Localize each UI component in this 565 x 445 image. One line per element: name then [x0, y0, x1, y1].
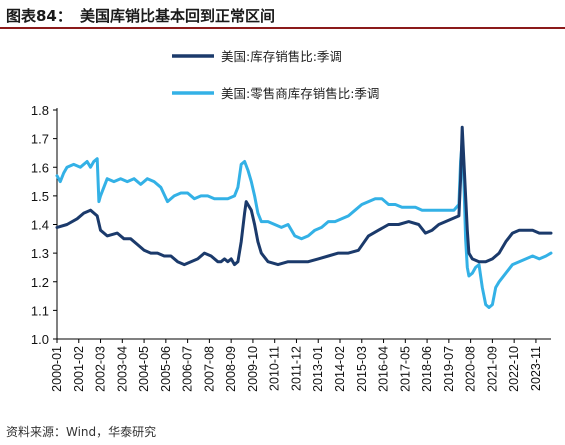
x-tick-label: 2006-07: [181, 346, 195, 392]
y-tick-label: 1.1: [31, 303, 49, 318]
figure-title: 美国库销比基本回到正常区间: [80, 7, 276, 25]
x-tick-label: 2018-06: [420, 346, 434, 392]
y-tick-label: 1.6: [31, 160, 49, 175]
x-tick-label: 2022-10: [507, 346, 521, 392]
x-axis: 2000-01 2001-02 2002-03 2003-04 2004-05 2005-…: [50, 338, 551, 392]
x-tick-label: 2023-11: [529, 346, 543, 391]
x-tick-label: 2015-03: [355, 346, 369, 392]
x-tick-label: 2002-03: [94, 346, 108, 392]
y-tick-label: 1.8: [31, 103, 49, 118]
x-tick-label: 2013-01: [311, 346, 325, 392]
x-tick-label: 2008-09: [224, 346, 238, 392]
x-tick-label: 2005-06: [159, 346, 173, 392]
x-tick-label: 2014-02: [333, 346, 347, 392]
y-tick-label: 1.5: [31, 189, 49, 204]
plot-area: [55, 125, 553, 309]
y-tick-label: 1.7: [31, 132, 49, 147]
y-tick-label: 1.3: [31, 246, 49, 261]
x-tick-label: 2003-04: [115, 346, 129, 392]
x-tick-label: 2011-12: [289, 346, 303, 391]
legend-label-2: 美国:零售商库存销售比:季调: [221, 86, 379, 101]
y-axis: 1.0 1.1 1.2 1.3 1.4 1.5 1.6 1.7 1.8: [31, 103, 58, 347]
x-tick-label: 2001-02: [72, 346, 86, 392]
source-note: 资料来源：Wind，华泰研究: [6, 425, 157, 439]
x-tick-label: 2007-08: [202, 346, 216, 392]
y-tick-label: 1.0: [31, 332, 49, 347]
series-line-2: [55, 140, 553, 309]
x-tick-label: 2004-05: [137, 346, 151, 392]
x-tick-label: 2021-09: [485, 346, 499, 392]
x-tick-label: 2017-05: [398, 346, 412, 392]
x-tick-label: 2009-10: [246, 346, 260, 392]
figure-number: 图表84：: [6, 7, 72, 25]
x-tick-label: 2019-07: [442, 346, 456, 392]
series-line-1: [55, 125, 553, 267]
y-tick-label: 1.4: [31, 218, 49, 233]
x-tick-label: 2000-01: [50, 346, 64, 392]
figure-header: 图表84： 美国库销比基本回到正常区间: [0, 0, 565, 29]
x-tick-label: 2020-08: [464, 346, 478, 392]
legend-label-1: 美国:库存销售比:季调: [221, 49, 342, 64]
x-tick-label: 2010-11: [268, 346, 282, 391]
header-rule: [0, 27, 565, 29]
y-tick-label: 1.2: [31, 275, 49, 290]
x-tick-label: 2016-04: [377, 346, 391, 392]
